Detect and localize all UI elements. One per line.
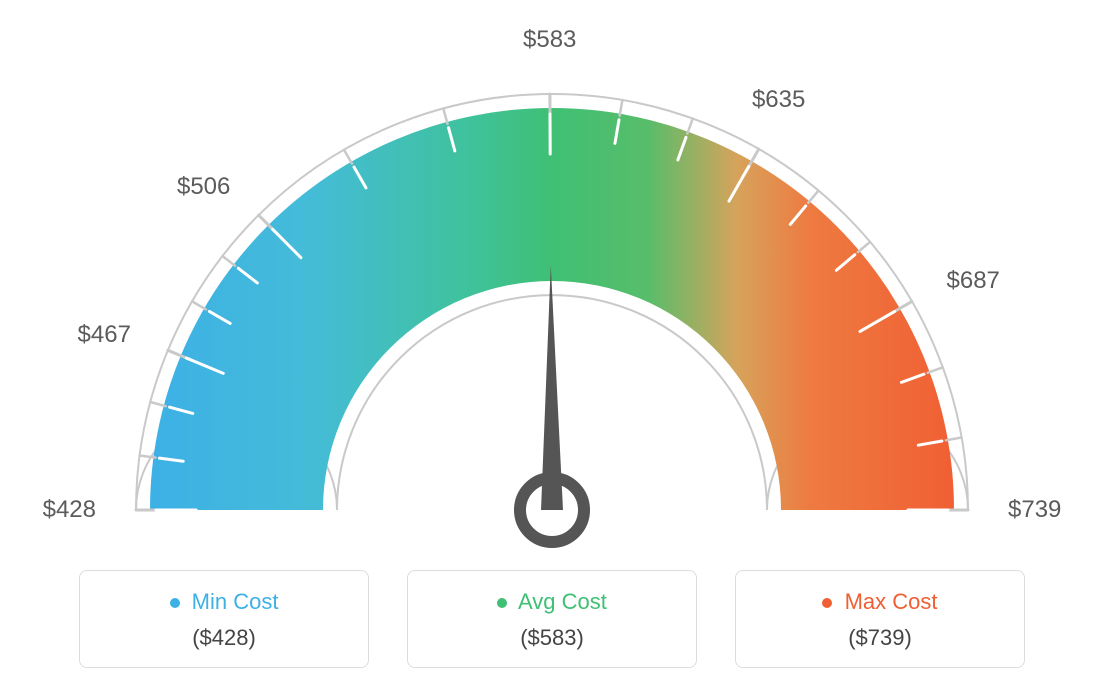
gauge-container: $428$467$506$583$635$687$739	[52, 30, 1052, 550]
legend-row: Min Cost ($428) Avg Cost ($583) Max Cost…	[0, 570, 1104, 668]
legend-title-text: Avg Cost	[518, 589, 607, 614]
legend-title-text: Min Cost	[192, 589, 279, 614]
legend-card-avg: Avg Cost ($583)	[407, 570, 697, 668]
legend-card-max: Max Cost ($739)	[735, 570, 1025, 668]
legend-title-avg: Avg Cost	[418, 589, 686, 615]
gauge-tick-label: $467	[78, 321, 131, 349]
dot-icon	[497, 598, 507, 608]
legend-value-avg: ($583)	[418, 625, 686, 651]
gauge-tick-label: $506	[177, 173, 230, 201]
dot-icon	[170, 598, 180, 608]
legend-title-max: Max Cost	[746, 589, 1014, 615]
gauge-tick-label: $428	[43, 496, 96, 524]
legend-value-max: ($739)	[746, 625, 1014, 651]
legend-card-min: Min Cost ($428)	[79, 570, 369, 668]
gauge-tick-label: $687	[947, 267, 1000, 295]
legend-value-min: ($428)	[90, 625, 358, 651]
gauge-svg	[52, 30, 1052, 550]
gauge-tick-label: $583	[523, 26, 576, 54]
legend-title-min: Min Cost	[90, 589, 358, 615]
dot-icon	[822, 598, 832, 608]
legend-title-text: Max Cost	[845, 589, 938, 614]
gauge-tick-label: $635	[752, 86, 805, 114]
gauge-tick-label: $739	[1008, 496, 1061, 524]
